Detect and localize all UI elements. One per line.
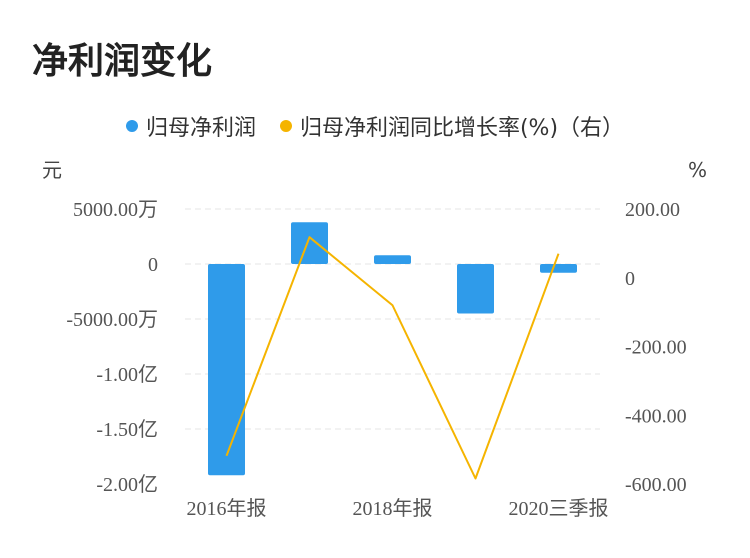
chart-title: 净利润变化 [32,41,213,82]
left-tick-label: -1.00亿 [96,363,158,386]
right-tick-label: 0 [625,268,635,290]
right-axis-unit: % [688,158,707,182]
x-tick-label: 2020三季报 [509,497,609,520]
growth-rate-line [225,236,560,480]
legend: 归母净利润 归母净利润同比增长率(%)（右） [0,110,750,142]
right-tick-label: -200.00 [625,337,687,359]
left-tick-label: 5000.00万 [73,199,158,221]
legend-dot-line [279,120,292,132]
legend-label-growth-rate: 归母净利润同比增长率(%)（右） [299,116,625,141]
legend-item-net-profit[interactable]: 归母净利润 [125,110,256,142]
bar [457,264,494,314]
x-tick-label: 2018年报 [353,497,433,520]
left-tick-label: -1.50亿 [96,418,158,441]
left-axis-unit: 元 [42,158,62,182]
legend-dot-bar [125,120,138,132]
right-tick-label: 200.00 [625,199,680,221]
left-tick-label: -5000.00万 [66,309,158,331]
right-tick-label: -600.00 [625,474,687,496]
x-tick-label: 2016年报 [187,497,267,520]
left-tick-label: -2.00亿 [96,473,158,496]
right-tick-label: -400.00 [625,405,687,427]
bar [208,264,245,476]
bar [374,255,411,264]
legend-item-growth-rate[interactable]: 归母净利润同比增长率(%)（右） [279,110,625,142]
bar [291,222,328,264]
legend-label-net-profit: 归母净利润 [145,116,256,141]
bar [540,264,577,273]
left-tick-label: 0 [148,254,158,276]
